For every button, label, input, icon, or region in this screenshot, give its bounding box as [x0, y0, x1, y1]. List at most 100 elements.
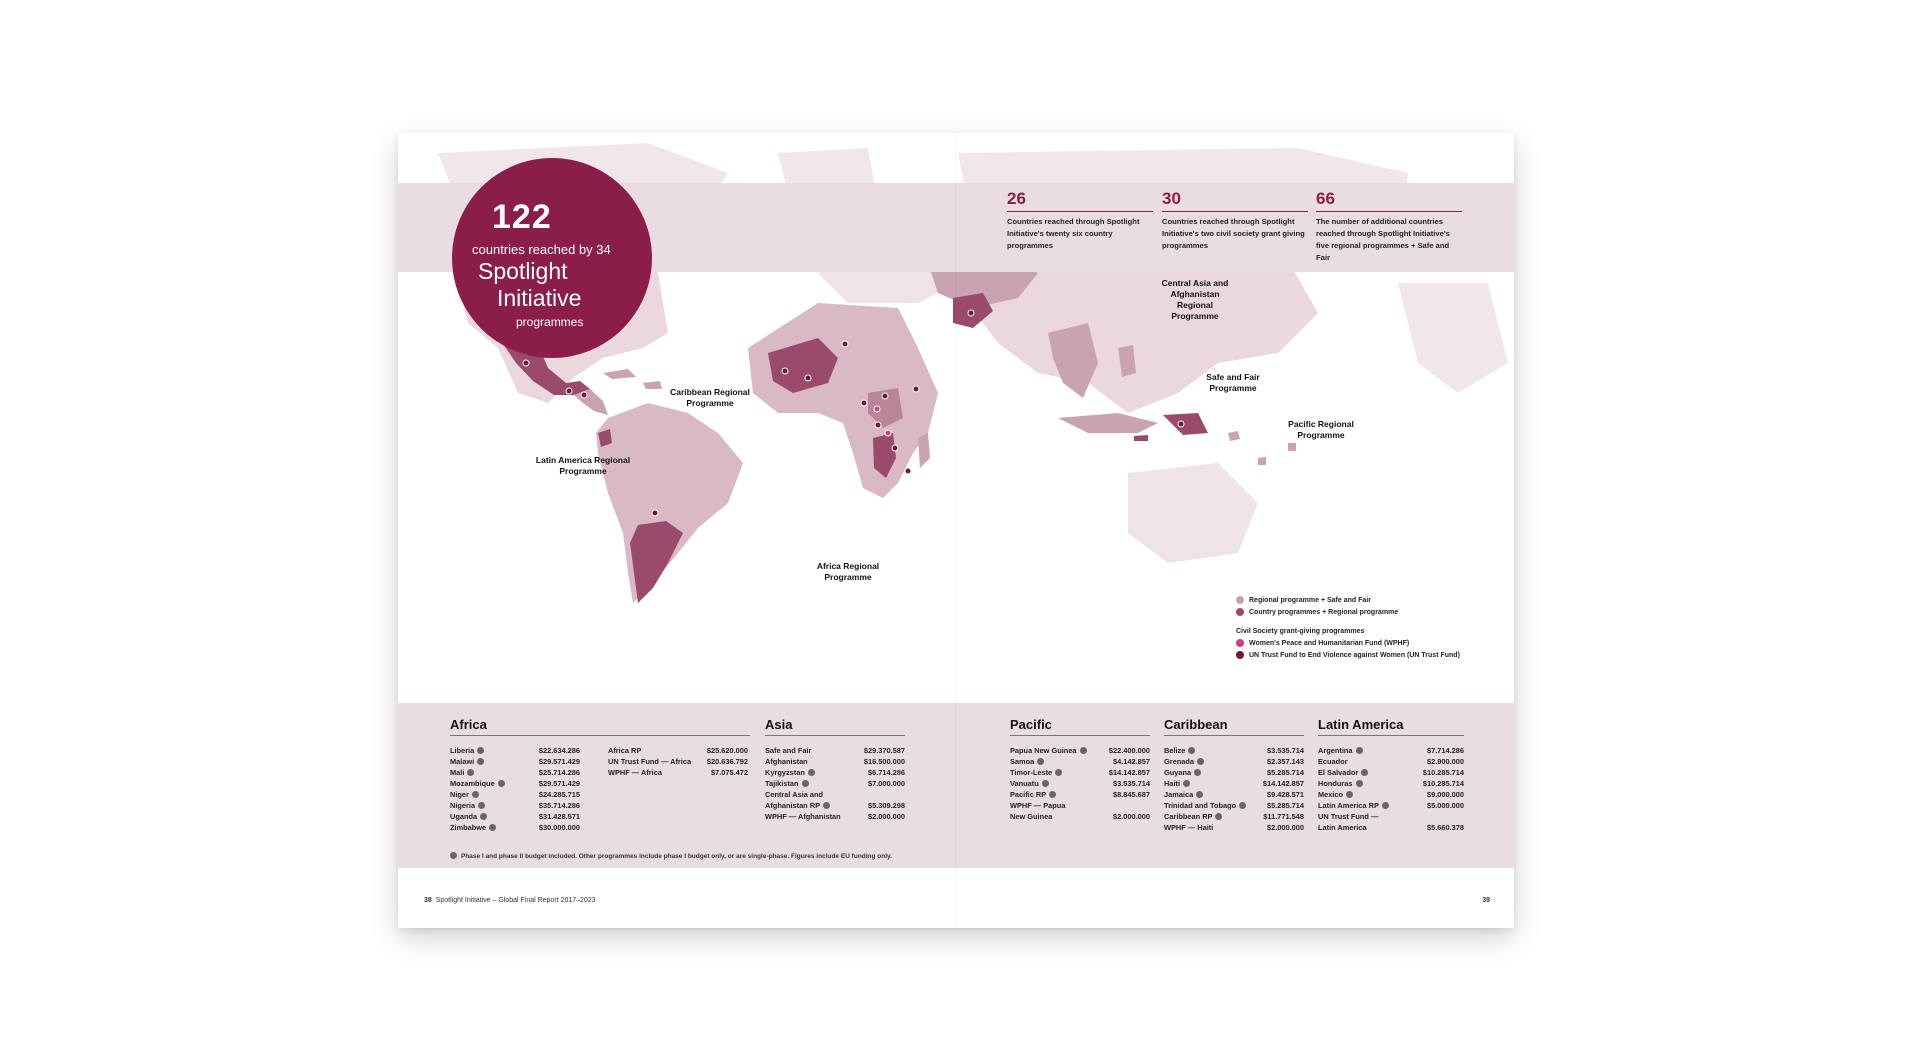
funding-amount: $25.714.286 — [538, 768, 580, 777]
phase-icon — [1346, 790, 1354, 798]
argentina-shape — [630, 521, 683, 603]
funding-country: Afghanistan — [765, 757, 808, 766]
asia-shape — [958, 233, 1318, 413]
region-title: Africa — [450, 717, 750, 736]
funding-row: UN Trust Fund — Africa $20.636.792 — [608, 756, 748, 767]
funding-country: Mozambique — [450, 779, 495, 788]
label-safe-fair: Safe and Fair Programme — [1206, 372, 1260, 393]
funding-country: Ecuador — [1318, 757, 1348, 766]
funding-country: Latin America — [1318, 823, 1367, 832]
pacific-islands — [1228, 431, 1296, 465]
legend-swatch — [1236, 608, 1244, 616]
funding-row: Jamaica $9.428.571 — [1164, 789, 1304, 800]
funding-country: Uganda — [450, 812, 478, 821]
report-spread: 122 countries reached by 34 Spotlight In… — [398, 133, 1514, 928]
phase-icon — [471, 790, 479, 798]
folio-right: 39 — [1482, 897, 1490, 904]
funding-country: Grenada — [1164, 757, 1194, 766]
funding-country: Zimbabwe — [450, 823, 487, 832]
funding-amount: $11.771.548 — [1263, 812, 1304, 821]
funding-row: Afghanistan RP $5.309.298 — [765, 800, 905, 811]
map-legend: Regional programme + Safe and Fair Count… — [1236, 594, 1460, 661]
funding-country: Mexico — [1318, 790, 1344, 799]
funding-amount: $24.285.715 — [538, 790, 580, 799]
phase-icon — [497, 779, 505, 787]
region-title: Pacific — [1010, 717, 1150, 736]
hero-line1: countries reached by 34 — [472, 242, 611, 257]
phase-icon — [1079, 746, 1087, 754]
funding-row: WPHF — Papua — [1010, 800, 1150, 811]
phase-icon — [1183, 779, 1191, 787]
funding-country: Guyana — [1164, 768, 1192, 777]
footnote: Phase I and phase II budget included. Ot… — [450, 852, 892, 860]
funding-row: Liberia $22.634.286 — [450, 745, 580, 756]
page-number-left: 38 — [424, 897, 432, 904]
phase-icon — [478, 801, 486, 809]
funding-row: Africa RP $25.620.000 — [608, 745, 748, 756]
funding-country: WPHF — Haiti — [1164, 823, 1214, 832]
region-title: Asia — [765, 717, 905, 736]
funding-amount: $30.000.000 — [538, 823, 580, 832]
stat-26: 26 Countries reached through Spotlight I… — [1007, 190, 1153, 252]
funding-country: Timor-Leste — [1010, 768, 1053, 777]
funding-country: WPHF — Papua — [1010, 801, 1066, 810]
funding-country: El Salvador — [1318, 768, 1359, 777]
label-caribbean: Caribbean Regional Programme — [670, 387, 750, 408]
png-shape — [1163, 413, 1208, 435]
mozambique-shape — [873, 433, 896, 478]
funding-amount: $2.000.000 — [868, 812, 905, 821]
funding-amount: $14.142.857 — [1262, 779, 1304, 788]
funding-row: WPHF — Africa $7.075.472 — [608, 767, 748, 778]
funding-country: Caribbean RP — [1164, 812, 1213, 821]
funding-amount: $29.571.429 — [538, 757, 580, 766]
funding-amount: $3.535.714 — [1113, 779, 1150, 788]
phase-icon — [807, 768, 815, 776]
funding-amount: $35.714.286 — [538, 801, 580, 810]
label-pacific: Pacific Regional Programme — [1288, 419, 1354, 440]
madagascar-shape — [918, 433, 930, 468]
australia-shape — [1128, 463, 1258, 563]
hero-line2: Spotlight — [478, 258, 568, 284]
funding-amount: $14.142.857 — [1108, 768, 1150, 777]
region-latam: Latin America — [1318, 717, 1464, 736]
legend-heading: Civil Society grant-giving programmes — [1236, 628, 1365, 635]
funding-row: Grenada $2.357.143 — [1164, 756, 1304, 767]
ecuador-shape — [598, 429, 612, 447]
funding-amount: $7.714.286 — [1427, 746, 1464, 755]
mali-niger-shape — [768, 338, 838, 393]
label-latam: Latin America Regional Programme — [535, 455, 631, 476]
funding-row: WPHF — Afghanistan $2.000.000 — [765, 811, 905, 822]
legend-swatch — [1236, 596, 1244, 604]
funding-country: Trinidad and Tobago — [1164, 801, 1237, 810]
funding-country: Central Asia and — [765, 790, 824, 799]
southeast-asia-shape — [1048, 323, 1098, 398]
funding-amount: $5.660.378 — [1427, 823, 1464, 832]
hero-line3: Initiative — [497, 285, 582, 311]
region-asia: Asia — [765, 717, 905, 736]
phase-icon — [1361, 768, 1369, 776]
timor-leste-shape — [1134, 435, 1148, 441]
funding-amount: $9.000.000 — [1427, 790, 1464, 799]
funding-country: Samoa — [1010, 757, 1035, 766]
phase-icon — [467, 768, 475, 776]
funding-country: Pacific RP — [1010, 790, 1047, 799]
stat-number: 26 — [1007, 190, 1153, 212]
funding-country: Vanuatu — [1010, 779, 1039, 788]
phase-icon — [477, 746, 485, 754]
phase-icon — [1381, 801, 1389, 809]
philippines-shape — [1118, 345, 1136, 377]
funding-amount: $16.500.000 — [863, 757, 905, 766]
funding-amount: $7.000.000 — [868, 779, 905, 788]
funding-row: Papua New Guinea $22.400.000 — [1010, 745, 1150, 756]
funding-row: Timor-Leste $14.142.857 — [1010, 767, 1150, 778]
funding-amount: $20.636.792 — [706, 757, 748, 766]
funding-country: Haiti — [1164, 779, 1181, 788]
region-title: Caribbean — [1164, 717, 1304, 736]
phase-icon — [1188, 746, 1196, 754]
phase-icon — [1215, 812, 1223, 820]
east-africa-shape — [868, 388, 903, 428]
funding-amount: $22.400.000 — [1108, 746, 1150, 755]
phase-icon — [1196, 790, 1204, 798]
funding-country: Safe and Fair — [765, 746, 812, 755]
phase-icon — [1355, 779, 1363, 787]
